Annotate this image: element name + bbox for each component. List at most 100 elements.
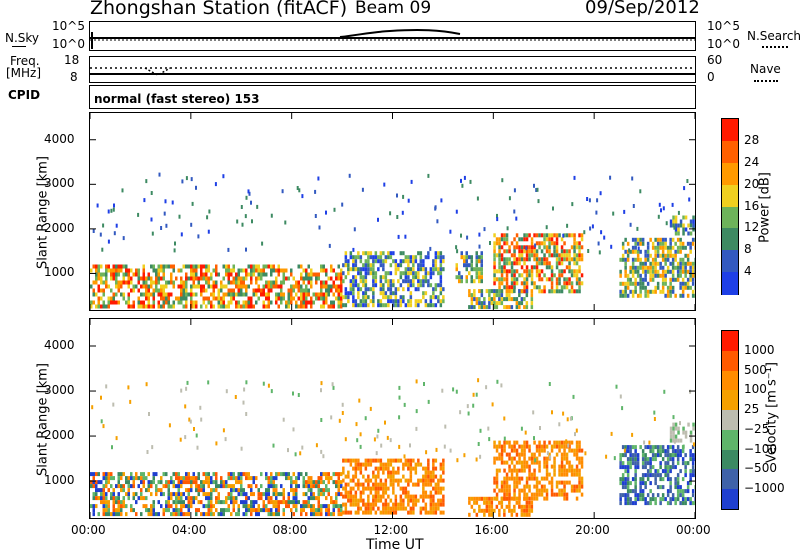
power-cell <box>100 288 103 293</box>
velocity-cell <box>357 482 360 487</box>
power-cell <box>500 293 504 298</box>
velocity-cell <box>117 472 120 477</box>
velocity-cell <box>679 438 683 443</box>
power-cell <box>651 265 655 270</box>
velocity-cell <box>483 496 486 501</box>
power-sparse-cell <box>449 229 452 234</box>
power-cell <box>535 285 539 290</box>
velocity-cell <box>347 498 350 503</box>
power-cell <box>674 241 677 246</box>
velocity-sparse-cell <box>184 435 187 440</box>
power-cell <box>568 261 571 266</box>
power-sparse-cell <box>341 202 344 207</box>
velocity-cell <box>692 426 695 431</box>
power-cell <box>578 249 581 254</box>
power-cell <box>641 265 645 270</box>
velocity-cell <box>197 476 200 481</box>
velocity-sparse-cell <box>472 392 475 397</box>
power-cell <box>379 303 383 308</box>
velocity-cell <box>578 484 581 489</box>
velocity-sparse-cell <box>102 424 105 429</box>
velocity-cell <box>217 512 220 517</box>
velocity-cell <box>629 449 632 454</box>
velocity-cell <box>399 502 403 507</box>
power-cell <box>530 237 534 242</box>
power-cell <box>523 261 526 266</box>
velocity-cell <box>510 512 514 517</box>
velocity-cell <box>535 488 539 493</box>
power-cell <box>666 293 670 298</box>
power-cell <box>389 271 393 276</box>
velocity-cell <box>374 482 378 487</box>
velocity-cell <box>155 472 158 477</box>
power-cell <box>656 269 660 274</box>
velocity-cell <box>177 472 180 477</box>
velocity-cell <box>659 485 662 490</box>
velocity-cell <box>674 465 677 470</box>
power-cell <box>374 271 378 276</box>
velocity-cell <box>404 506 408 511</box>
power-cell <box>465 279 468 284</box>
power-cell <box>434 255 438 260</box>
power-cell <box>344 251 348 256</box>
velocity-cell <box>312 508 315 513</box>
velocity-cell <box>167 496 170 501</box>
velocity-cell <box>523 468 526 473</box>
velocity-cell <box>212 512 215 517</box>
power-cell <box>468 305 471 310</box>
velocity-cell <box>538 452 541 457</box>
velocity-cell <box>578 448 581 453</box>
velocity-cell <box>412 458 415 463</box>
power-cell <box>137 280 140 285</box>
power-cell <box>626 273 630 278</box>
velocity-cell <box>327 508 330 513</box>
power-cell <box>232 264 235 269</box>
power-cell <box>439 251 443 256</box>
power-cell <box>644 277 647 282</box>
velocity-cell <box>674 485 677 490</box>
power-cell <box>689 219 693 224</box>
power-cell <box>475 297 479 302</box>
velocity-cell <box>691 461 695 466</box>
velocity-cell <box>117 500 120 505</box>
velocity-cell <box>636 457 640 462</box>
power-cell <box>508 257 511 262</box>
power-cell <box>530 281 534 286</box>
velocity-cell <box>550 480 554 485</box>
power-cell <box>674 265 677 270</box>
velocity-cell <box>102 472 105 477</box>
power-cell <box>580 245 584 250</box>
power-cell <box>115 300 118 305</box>
power-cell <box>97 288 100 293</box>
velocity-cell <box>172 480 175 485</box>
power-cell <box>672 215 675 220</box>
power-cell <box>242 284 245 289</box>
velocity-sparse-cell <box>330 415 333 420</box>
velocity-cell <box>565 456 569 461</box>
velocity-cell <box>560 456 564 461</box>
velocity-cell <box>332 512 335 517</box>
power-sparse-cell <box>158 172 161 177</box>
velocity-cell <box>187 508 190 513</box>
velocity-cell <box>102 512 105 517</box>
velocity-cell <box>399 498 403 503</box>
power-cell <box>540 289 544 294</box>
power-cell <box>563 269 566 274</box>
velocity-cell <box>419 494 423 499</box>
power-cell <box>498 265 501 270</box>
velocity-cell <box>235 512 238 517</box>
velocity-cell <box>570 488 574 493</box>
velocity-cell <box>508 492 511 497</box>
velocity-cell <box>175 512 178 517</box>
velocity-cell <box>631 489 635 494</box>
velocity-cell <box>422 478 425 483</box>
power-cell <box>550 285 554 290</box>
power-cell <box>97 268 100 273</box>
velocity-cell <box>518 500 521 505</box>
power-cell <box>227 304 230 309</box>
power-cell <box>434 283 438 288</box>
power-sparse-cell <box>165 223 168 228</box>
velocity-cell <box>402 466 405 471</box>
power-cell <box>523 277 526 282</box>
power-cell <box>402 287 405 292</box>
